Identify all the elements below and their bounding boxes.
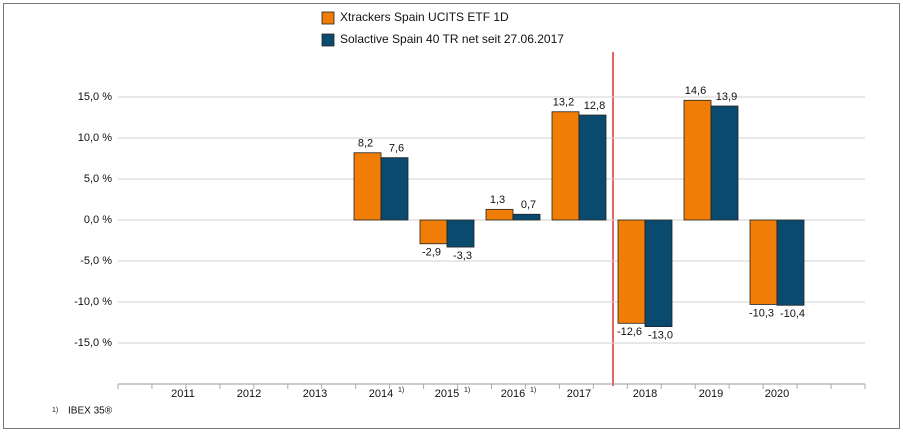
bar <box>710 105 739 221</box>
bar <box>749 219 778 305</box>
bar <box>446 219 475 248</box>
bar <box>644 219 673 327</box>
x-tick-label: 2016 <box>501 388 525 400</box>
bar <box>353 152 382 221</box>
x-tick-label: 2019 <box>699 388 723 400</box>
legend-swatch <box>321 11 335 25</box>
x-tick-label: 2012 <box>237 388 261 400</box>
data-label: -10,4 <box>780 308 805 320</box>
bar <box>551 111 580 221</box>
data-label: 12,8 <box>584 100 605 112</box>
x-tick-label: 2011 <box>171 388 195 400</box>
bar <box>617 219 646 324</box>
data-label: -2,9 <box>422 247 441 259</box>
footnote-marker: 1) <box>52 407 58 414</box>
data-label: 0,7 <box>521 199 536 211</box>
x-tick-label: 2013 <box>303 388 327 400</box>
bar <box>683 99 712 221</box>
x-tick-label: 2020 <box>765 388 789 400</box>
x-tick-label: 2014 <box>369 388 393 400</box>
bar <box>419 219 448 245</box>
x-tick-label: 2017 <box>567 388 591 400</box>
y-tick-label: -5,0 % <box>80 255 112 267</box>
x-tick-note: 1) <box>530 387 536 394</box>
data-label: 8,2 <box>358 138 373 150</box>
data-label: 7,6 <box>389 143 404 155</box>
data-label: 14,6 <box>685 85 706 97</box>
y-tick-label: -10,0 % <box>74 296 112 308</box>
data-label: -3,3 <box>453 250 472 262</box>
bar <box>485 208 514 221</box>
y-tick-label: 5,0 % <box>84 173 112 185</box>
bar <box>578 114 607 221</box>
data-label: 13,9 <box>716 91 737 103</box>
footnote-text: IBEX 35® <box>68 406 113 417</box>
legend-label: Xtrackers Spain UCITS ETF 1D <box>340 10 509 24</box>
data-label: 13,2 <box>553 97 574 109</box>
y-tick-label: -15,0 % <box>74 337 112 349</box>
y-tick-label: 15,0 % <box>78 91 112 103</box>
data-label: -10,3 <box>749 307 774 319</box>
x-tick-note: 1) <box>398 387 404 394</box>
legend-label: Solactive Spain 40 TR net seit 27.06.201… <box>340 32 564 46</box>
x-tick-label: 2015 <box>435 388 459 400</box>
data-label: 1,3 <box>490 194 505 206</box>
data-label: -13,0 <box>648 330 673 342</box>
frame <box>3 3 900 429</box>
legend-swatch <box>321 33 335 47</box>
y-tick-label: 10,0 % <box>78 132 112 144</box>
bar <box>512 213 541 221</box>
x-tick-label: 2018 <box>633 388 657 400</box>
data-label: -12,6 <box>617 326 642 338</box>
bar <box>380 157 409 221</box>
y-tick-label: 0,0 % <box>84 214 112 226</box>
x-tick-note: 1) <box>464 387 470 394</box>
bar <box>776 219 805 306</box>
